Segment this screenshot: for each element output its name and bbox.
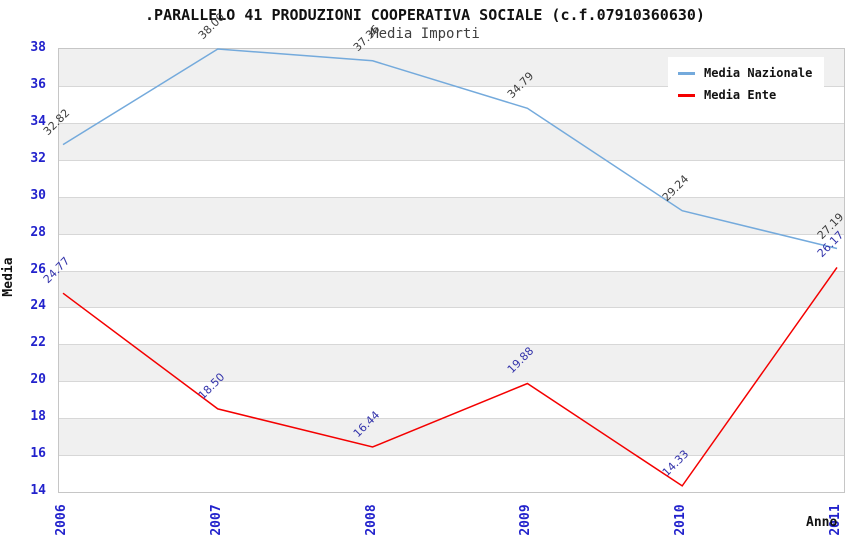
- legend: Media Nazionale Media Ente: [668, 57, 825, 111]
- chart-title: .PARALLELO 41 PRODUZIONI COOPERATIVA SOC…: [145, 6, 705, 24]
- gridline: [59, 344, 844, 346]
- plot-band: [59, 307, 844, 345]
- y-tick-label: 26: [30, 261, 46, 277]
- y-tick-label: 16: [30, 446, 46, 462]
- gridline: [59, 159, 844, 161]
- plot-band: [59, 122, 844, 160]
- series-line-media-ente: [62, 266, 838, 487]
- y-tick-label: 28: [30, 224, 46, 240]
- gridline: [59, 233, 844, 235]
- y-tick-label: 30: [30, 187, 46, 203]
- plot-band: [59, 344, 844, 382]
- legend-label: Media Ente: [704, 88, 777, 102]
- legend-swatch-icon: [678, 71, 695, 75]
- x-tick-label: 2008: [363, 504, 379, 536]
- y-axis-title: Media: [1, 257, 16, 297]
- gridline: [59, 455, 844, 457]
- x-tick-label: 2006: [54, 504, 69, 536]
- y-tick-label: 32: [30, 150, 46, 166]
- plot-band: [59, 159, 844, 197]
- y-tick-label: 38: [30, 40, 46, 55]
- chart-subtitle: Media Importi: [370, 26, 480, 42]
- plot-area: 32.82 38.00 37.36 34.79 29.24 27.19 24.77 18.50…: [41, 11, 846, 493]
- x-axis-title: Anno: [806, 515, 838, 530]
- plot-band: [59, 270, 844, 308]
- gridline: [59, 85, 844, 87]
- gridline: [59, 418, 844, 420]
- series-lines: [62, 48, 838, 487]
- y-tick-label: 34: [30, 113, 46, 129]
- plot-band: [59, 233, 844, 271]
- y-tick-label: 36: [30, 76, 46, 92]
- legend-swatch-icon: [678, 93, 695, 97]
- y-tick-label: 20: [30, 372, 46, 388]
- y-tick-label: 14: [30, 483, 46, 498]
- series-line-media-nazionale: [62, 48, 838, 250]
- gridline: [59, 122, 844, 124]
- y-tick-label: 22: [30, 335, 46, 351]
- y-tick-label: 24: [30, 298, 46, 314]
- x-tick-label: 2010: [673, 504, 689, 536]
- gridline: [59, 196, 844, 198]
- plot-band: [59, 418, 844, 456]
- legend-item: Media Nazionale: [678, 66, 812, 80]
- plot-band: [59, 196, 844, 234]
- y-tick-label: 18: [30, 409, 46, 425]
- gridline: [59, 381, 844, 383]
- gridline: [59, 307, 844, 309]
- gridline: [59, 270, 844, 272]
- x-tick-label: 2007: [208, 504, 224, 536]
- legend-label: Media Nazionale: [704, 66, 813, 80]
- x-tick-label: 2009: [518, 504, 534, 536]
- legend-item: Media Ente: [678, 88, 812, 102]
- plot-band: [59, 455, 844, 492]
